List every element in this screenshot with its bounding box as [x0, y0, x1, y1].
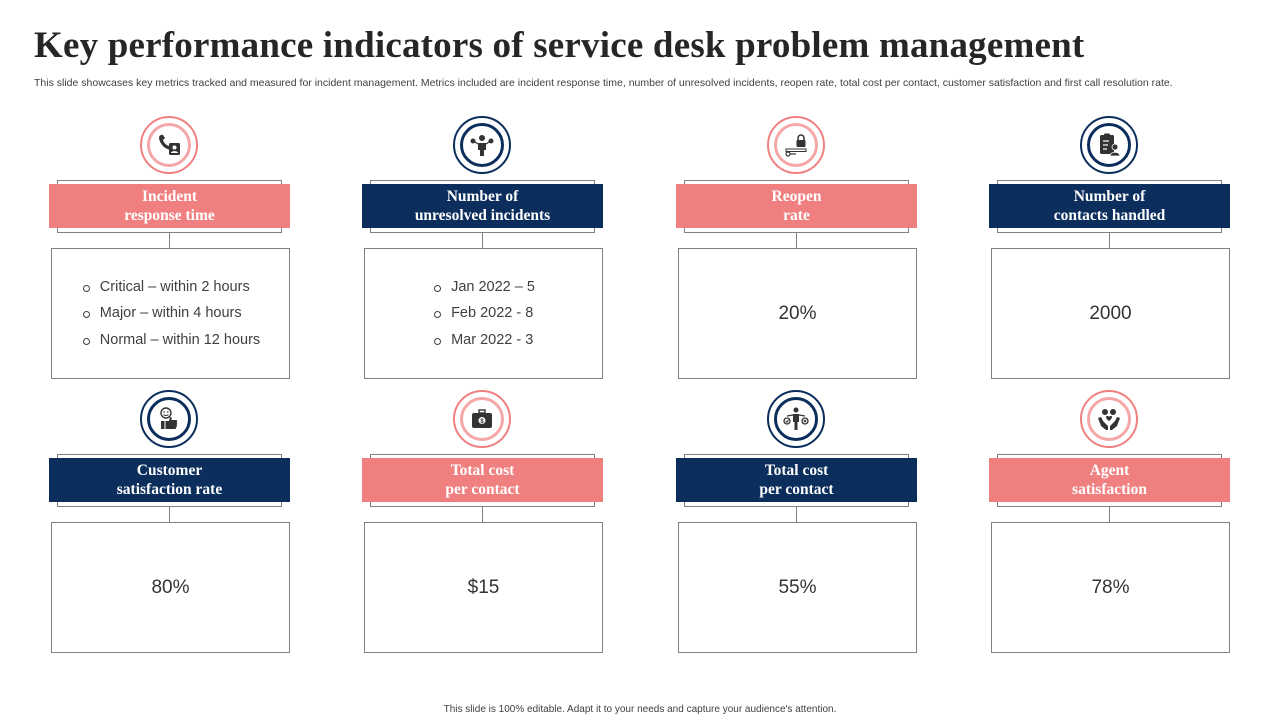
kpi-content-box: $15 [364, 522, 603, 653]
phone-user-icon [159, 134, 180, 155]
briefcase-money-icon: $ [472, 409, 492, 428]
icon-ring [140, 390, 198, 448]
icon-ring [453, 116, 511, 174]
kpi-content-box: Critical – within 2 hours Major – within… [51, 248, 290, 379]
kpi-label: Reopen rate [676, 184, 917, 228]
kpi-card-customer-satisfaction: Customer satisfaction rate 80% [49, 390, 290, 660]
list-item: Critical – within 2 hours [81, 274, 260, 301]
kpi-value: 20% [778, 302, 817, 324]
bullet-list: Jan 2022 – 5 Feb 2022 - 8 Mar 2022 - 3 [432, 274, 535, 354]
footer-note: This slide is 100% editable. Adapt it to… [443, 704, 837, 715]
kpi-content-box: 20% [678, 248, 917, 379]
icon-ring [1080, 390, 1138, 448]
icon-ring: $ [453, 390, 511, 448]
kpi-label: Incident response time [49, 184, 290, 228]
kpi-card-total-cost-per-contact: $ Total cost per contact $15 [362, 390, 603, 660]
lock-key-icon [785, 134, 807, 157]
kpi-value: $15 [467, 576, 500, 598]
kpi-label: Number of unresolved incidents [362, 184, 603, 228]
kpi-label: Number of contacts handled [989, 184, 1230, 228]
kpi-content-box: 2000 [991, 248, 1230, 379]
list-item: Normal – within 12 hours [81, 327, 260, 354]
kpi-content-box: 55% [678, 522, 917, 653]
connector-line [482, 507, 483, 522]
kpi-value: 80% [151, 576, 190, 598]
connector-line [796, 233, 797, 248]
hands-heart-icon [1098, 409, 1120, 430]
icon-ring [767, 116, 825, 174]
connector-line [169, 233, 170, 248]
page-subtitle: This slide showcases key metrics tracked… [34, 77, 1173, 89]
kpi-label: Total cost per contact [362, 458, 603, 502]
kpi-value: 78% [1091, 576, 1130, 598]
kpi-card-unresolved-incidents: Number of unresolved incidents Jan 2022 … [362, 116, 603, 386]
kpi-card-agent-satisfaction: Agent satisfaction 78% [989, 390, 1230, 660]
icon-ring [1080, 116, 1138, 174]
kpi-content-box: Jan 2022 – 5 Feb 2022 - 8 Mar 2022 - 3 [364, 248, 603, 379]
person-options-icon [470, 135, 494, 156]
icon-ring [767, 390, 825, 448]
kpi-label: Total cost per contact [676, 458, 917, 502]
kpi-value: 2000 [1089, 302, 1132, 324]
kpi-card-total-cost-per-contact-2: Total cost per contact 55% [676, 390, 917, 660]
kpi-card-reopen-rate: Reopen rate 20% [676, 116, 917, 386]
list-item: Major – within 4 hours [81, 300, 260, 327]
page-title: Key performance indicators of service de… [34, 25, 1085, 66]
kpi-content-box: 78% [991, 522, 1230, 653]
kpi-card-contacts-handled: Number of contacts handled 2000 [989, 116, 1230, 386]
kpi-label: Customer satisfaction rate [49, 458, 290, 502]
clipboard-user-icon [1100, 133, 1121, 157]
bullet-list: Critical – within 2 hours Major – within… [81, 274, 260, 354]
icon-ring [140, 116, 198, 174]
smile-thumbs-up-icon [160, 407, 178, 429]
kpi-card-incident-response-time: Incident response time Critical – within… [49, 116, 290, 386]
connector-line [1109, 507, 1110, 522]
kpi-content-box: 80% [51, 522, 290, 653]
svg-text:$: $ [480, 419, 484, 425]
list-item: Mar 2022 - 3 [432, 327, 535, 354]
connector-line [169, 507, 170, 522]
connector-line [796, 507, 797, 522]
list-item: Jan 2022 – 5 [432, 274, 535, 301]
connector-line [482, 233, 483, 248]
list-item: Feb 2022 - 8 [432, 300, 535, 327]
kpi-label: Agent satisfaction [989, 458, 1230, 502]
person-balance-icon [783, 407, 809, 430]
kpi-value: 55% [778, 576, 817, 598]
connector-line [1109, 233, 1110, 248]
